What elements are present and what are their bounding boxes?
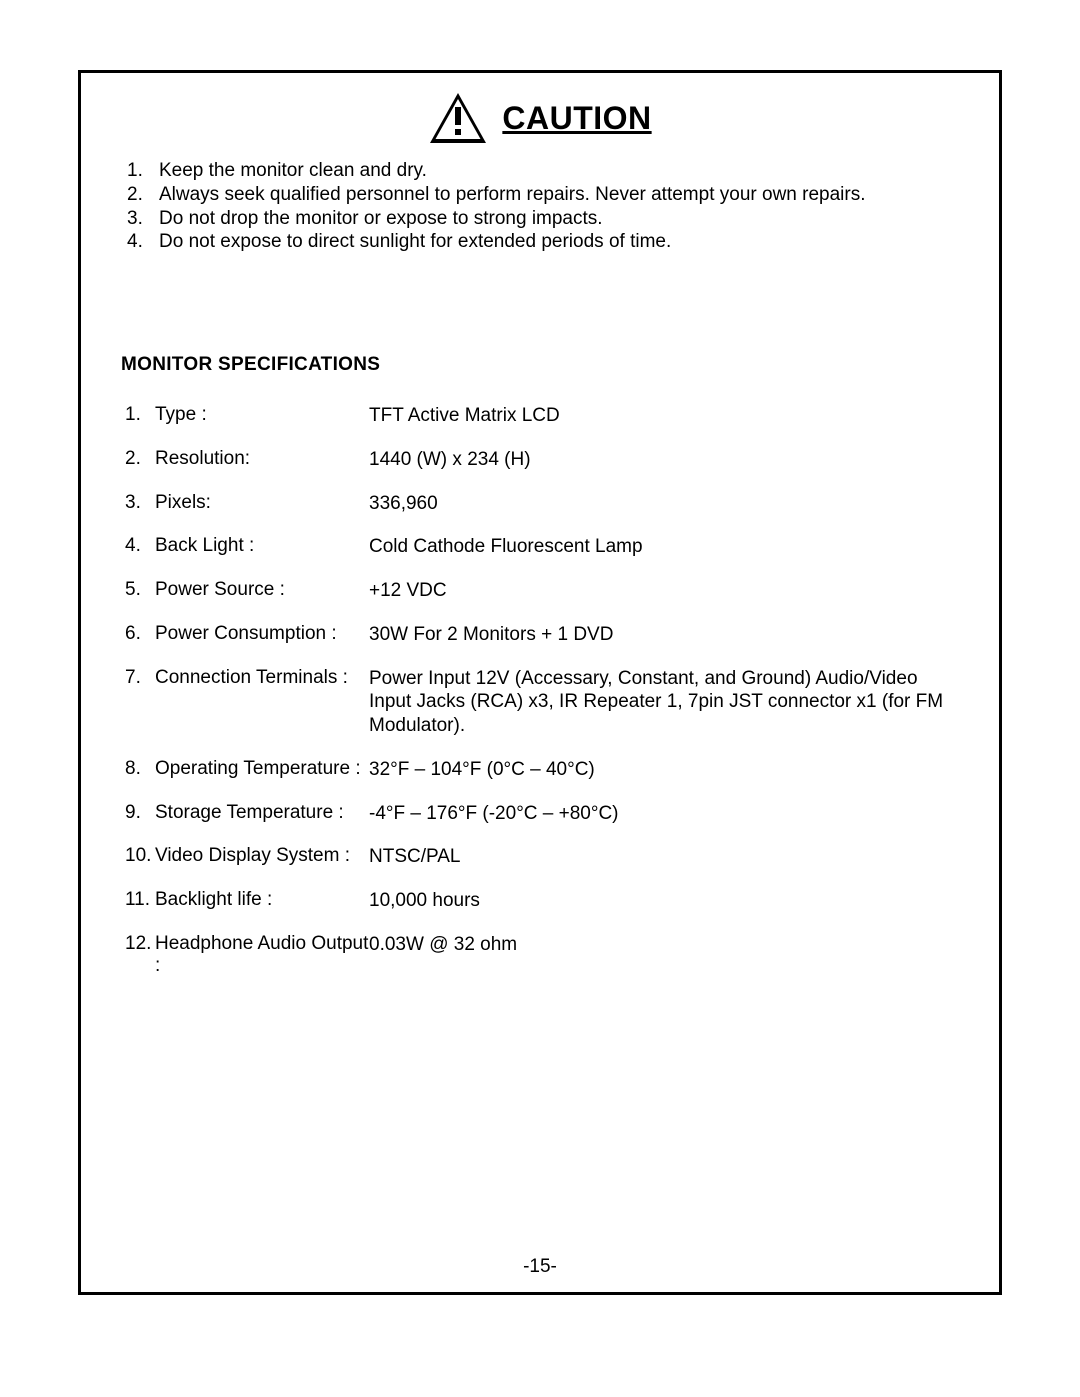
spec-value: 0.03W @ 32 ohm [369, 933, 959, 957]
spec-label: Storage Temperature : [155, 802, 369, 824]
spec-label: Resolution: [155, 448, 369, 470]
page-number: -15- [81, 1256, 999, 1278]
caution-list: 1. Keep the monitor clean and dry. 2. Al… [127, 159, 959, 254]
spec-value: 1440 (W) x 234 (H) [369, 448, 959, 472]
caution-text: Do not drop the monitor or expose to str… [159, 207, 603, 231]
section-title: MONITOR SPECIFICATIONS [121, 354, 959, 376]
spec-row: 10. Video Display System : NTSC/PAL [121, 845, 959, 869]
list-number: 3. [127, 207, 149, 231]
spec-label: Power Source : [155, 579, 369, 601]
spec-label: Connection Terminals : [155, 667, 369, 689]
spec-row: 8. Operating Temperature : 32°F – 104°F … [121, 758, 959, 782]
caution-text: Keep the monitor clean and dry. [159, 159, 427, 183]
spec-label: Operating Temperature : [155, 758, 369, 780]
spec-number: 8. [121, 758, 155, 780]
spec-row: 9. Storage Temperature : -4°F – 176°F (-… [121, 802, 959, 826]
spacer [121, 254, 959, 354]
spec-label: Type : [155, 404, 369, 426]
caution-title: CAUTION [502, 100, 651, 137]
caution-item: 4. Do not expose to direct sunlight for … [127, 230, 959, 254]
list-number: 1. [127, 159, 149, 183]
caution-text: Always seek qualified personnel to perfo… [159, 183, 866, 207]
spec-value: 32°F – 104°F (0°C – 40°C) [369, 758, 959, 782]
spec-label: Video Display System : [155, 845, 369, 867]
spec-value: 10,000 hours [369, 889, 959, 913]
spec-value: +12 VDC [369, 579, 959, 603]
spec-value: -4°F – 176°F (-20°C – +80°C) [369, 802, 959, 826]
spec-number: 10. [121, 845, 155, 867]
spec-label: Headphone Audio Output : [155, 933, 369, 977]
spec-value: 30W For 2 Monitors + 1 DVD [369, 623, 959, 647]
spec-label: Power Consumption : [155, 623, 369, 645]
spec-row: 11. Backlight life : 10,000 hours [121, 889, 959, 913]
caution-text: Do not expose to direct sunlight for ext… [159, 230, 671, 254]
content-frame: CAUTION 1. Keep the monitor clean and dr… [78, 70, 1002, 1295]
spec-row: 12. Headphone Audio Output : 0.03W @ 32 … [121, 933, 959, 977]
spec-number: 6. [121, 623, 155, 645]
spec-value: TFT Active Matrix LCD [369, 404, 959, 428]
spec-number: 5. [121, 579, 155, 601]
spec-number: 3. [121, 492, 155, 514]
document-page: CAUTION 1. Keep the monitor clean and dr… [0, 0, 1080, 1397]
spec-row: 1. Type : TFT Active Matrix LCD [121, 404, 959, 428]
list-number: 2. [127, 183, 149, 207]
caution-header: CAUTION [121, 91, 959, 145]
spec-row: 3. Pixels: 336,960 [121, 492, 959, 516]
spec-row: 5. Power Source : +12 VDC [121, 579, 959, 603]
spec-row: 2. Resolution: 1440 (W) x 234 (H) [121, 448, 959, 472]
spec-number: 7. [121, 667, 155, 689]
spec-number: 12. [121, 933, 155, 955]
spec-table: 1. Type : TFT Active Matrix LCD 2. Resol… [121, 404, 959, 977]
spec-row: 6. Power Consumption : 30W For 2 Monitor… [121, 623, 959, 647]
spec-label: Back Light : [155, 535, 369, 557]
spec-number: 9. [121, 802, 155, 824]
list-number: 4. [127, 230, 149, 254]
spec-row: 7. Connection Terminals : Power Input 12… [121, 667, 959, 738]
spec-number: 11. [121, 889, 155, 911]
caution-item: 3. Do not drop the monitor or expose to … [127, 207, 959, 231]
spec-label: Pixels: [155, 492, 369, 514]
caution-item: 2. Always seek qualified personnel to pe… [127, 183, 959, 207]
spec-number: 4. [121, 535, 155, 557]
spec-row: 4. Back Light : Cold Cathode Fluorescent… [121, 535, 959, 559]
spec-label: Backlight life : [155, 889, 369, 911]
spec-number: 2. [121, 448, 155, 470]
spec-value: NTSC/PAL [369, 845, 959, 869]
spec-value: 336,960 [369, 492, 959, 516]
spec-value: Power Input 12V (Accessary, Constant, an… [369, 667, 959, 738]
warning-triangle-icon [428, 91, 488, 145]
spec-value: Cold Cathode Fluorescent Lamp [369, 535, 959, 559]
spec-number: 1. [121, 404, 155, 426]
caution-item: 1. Keep the monitor clean and dry. [127, 159, 959, 183]
